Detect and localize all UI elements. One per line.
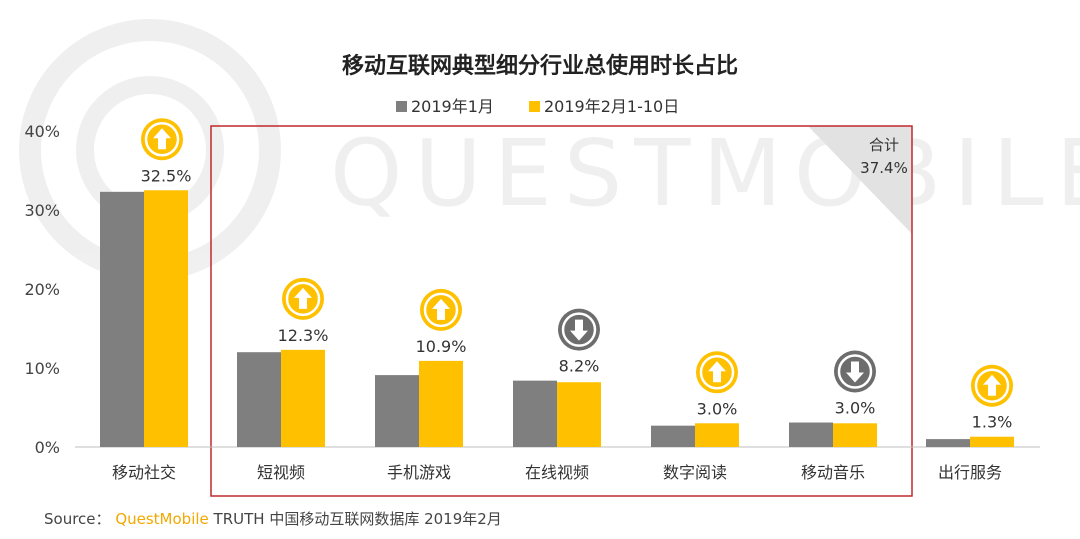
bar	[237, 352, 281, 447]
data-label: 10.9%	[416, 337, 467, 356]
bar	[833, 423, 877, 447]
trend-ring	[285, 281, 321, 317]
bar	[557, 382, 601, 447]
arrow-up-icon	[420, 288, 462, 331]
trend-arrow	[153, 128, 171, 150]
trend-ring	[699, 355, 735, 390]
bar	[651, 425, 695, 447]
trend-ring	[561, 312, 597, 347]
bar	[100, 191, 144, 447]
trend-arrow	[846, 361, 864, 383]
legend-label: 2019年1月	[411, 97, 494, 116]
data-label: 8.2%	[559, 357, 600, 376]
arrow-up-icon	[971, 364, 1013, 407]
x-tick-label: 手机游戏	[387, 463, 451, 482]
arrow-up-icon	[282, 277, 324, 320]
highlight-box	[210, 125, 913, 497]
bar	[144, 190, 188, 447]
watermark-text: QUESTMOBILE	[330, 120, 1080, 227]
legend-swatch	[396, 101, 407, 112]
bar	[419, 360, 463, 447]
arrow-down-icon	[834, 350, 876, 393]
trend-arrow	[294, 287, 312, 309]
y-tick-label: 20%	[24, 280, 60, 299]
bar	[695, 423, 739, 447]
trend-ring	[423, 292, 459, 328]
y-tick-label: 40%	[24, 122, 60, 141]
highlight-corner	[808, 126, 912, 234]
highlight-value: 37.4%	[860, 159, 908, 177]
source-note: Source： QuestMobile TRUTH 中国移动互联网数据库 201…	[44, 508, 502, 529]
trend-arrow	[708, 361, 726, 383]
chart-title: 移动互联网典型细分行业总使用时长占比	[341, 54, 738, 79]
y-tick-label: 30%	[24, 201, 60, 220]
trend-arrow	[983, 374, 1001, 396]
arrow-down-icon	[558, 308, 600, 351]
x-tick-label: 出行服务	[938, 463, 1002, 482]
data-label: 1.3%	[972, 413, 1013, 432]
data-label: 3.0%	[697, 399, 738, 418]
bar	[375, 375, 419, 447]
bar	[513, 380, 557, 447]
trend-arrow	[432, 298, 450, 320]
trend-arrow	[570, 319, 588, 341]
data-label: 3.0%	[835, 399, 876, 418]
source-brand: QuestMobile	[115, 510, 209, 528]
x-tick-label: 移动音乐	[801, 463, 865, 482]
trend-ring	[974, 368, 1010, 403]
bar	[970, 436, 1014, 447]
legend-label: 2019年2月1-10日	[544, 97, 679, 116]
trend-ring	[144, 122, 180, 157]
source-text: TRUTH 中国移动互联网数据库 2019年2月	[213, 510, 502, 528]
source-label: Source：	[44, 510, 111, 528]
legend-swatch	[529, 101, 540, 112]
y-tick-label: 10%	[24, 359, 60, 378]
bar	[789, 422, 833, 447]
data-label: 32.5%	[141, 166, 192, 185]
bar	[926, 439, 970, 447]
x-tick-label: 短视频	[257, 463, 305, 482]
arrow-up-icon	[696, 351, 738, 394]
y-tick-label: 0%	[35, 438, 60, 457]
x-tick-label: 数字阅读	[663, 463, 727, 482]
bar	[281, 349, 325, 447]
data-label: 12.3%	[278, 326, 329, 345]
x-tick-label: 移动社交	[112, 463, 176, 482]
trend-ring	[837, 354, 873, 389]
arrow-up-icon	[141, 118, 183, 161]
x-tick-label: 在线视频	[525, 463, 589, 482]
highlight-label: 合计	[869, 136, 899, 154]
